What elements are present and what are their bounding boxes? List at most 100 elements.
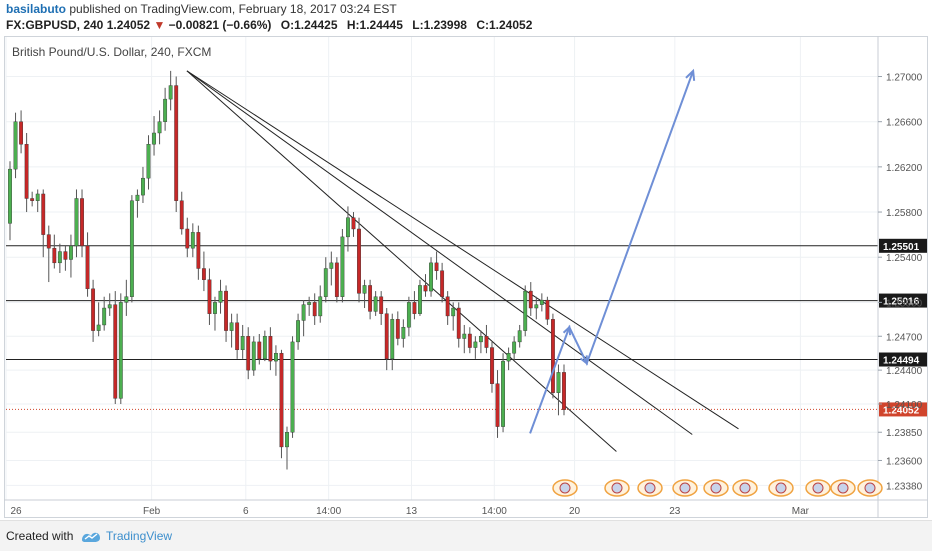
candle-down xyxy=(395,319,400,339)
event-flag-dot xyxy=(739,482,751,494)
level-price-label: 1.25016 xyxy=(883,297,920,308)
tradingview-brand-link[interactable]: TradingView xyxy=(106,529,173,543)
candle-up xyxy=(373,296,378,312)
horizontal-levels-layer: 1.25501 1.25016 1.24494 1.24052 xyxy=(6,238,927,417)
economic-event-flag-icon[interactable] xyxy=(552,479,578,497)
economic-event-flag-icon[interactable] xyxy=(604,479,630,497)
event-flag-dot xyxy=(559,482,571,494)
chart-frame[interactable] xyxy=(4,36,928,518)
low-label: L: xyxy=(412,18,424,32)
candle-up xyxy=(307,302,312,305)
economic-event-flag-icon[interactable] xyxy=(703,479,729,497)
candle-down xyxy=(368,285,373,312)
candle-up xyxy=(229,322,234,331)
candle-down xyxy=(423,285,428,292)
economic-event-flag-icon[interactable] xyxy=(672,479,698,497)
candle-up xyxy=(240,336,245,351)
economic-event-flag-icon[interactable] xyxy=(857,479,883,497)
publisher-username[interactable]: basilabuto xyxy=(6,2,67,16)
candle-down xyxy=(495,383,500,427)
candle-up xyxy=(57,251,62,264)
projection-arrow-head xyxy=(579,355,588,366)
candle-down xyxy=(334,262,339,297)
candle-up xyxy=(323,268,328,297)
y-tick-label: 1.24400 xyxy=(886,366,923,377)
candle-up xyxy=(285,432,289,448)
candle-down xyxy=(207,279,212,314)
x-tick-label: 6 xyxy=(243,506,249,517)
candle-up xyxy=(69,245,73,260)
candle-up xyxy=(274,352,278,362)
candle-up xyxy=(539,299,544,305)
high-label: H: xyxy=(346,18,360,32)
candle-down xyxy=(412,302,417,314)
candle-up xyxy=(523,290,528,331)
chart-title: British Pound/U.S. Dollar, 240, FXCM xyxy=(12,45,211,59)
candle-up xyxy=(301,304,306,321)
candle-up xyxy=(473,341,478,348)
level-price-tag xyxy=(879,293,927,308)
event-flag-dot xyxy=(710,482,722,494)
candle-down xyxy=(257,341,262,360)
candle-up xyxy=(218,290,223,303)
event-flag-dot xyxy=(812,482,824,494)
candle-up xyxy=(213,302,217,314)
candle-up xyxy=(429,262,433,292)
x-tick-label: 14:00 xyxy=(482,506,507,517)
trendline xyxy=(186,70,693,435)
candle-down xyxy=(30,198,35,201)
candle-up xyxy=(556,372,561,393)
candle-down xyxy=(279,352,284,448)
tradingview-logo-icon[interactable] xyxy=(80,528,102,544)
candle-up xyxy=(329,262,334,269)
candle-up xyxy=(462,333,467,339)
candle-up xyxy=(129,200,134,297)
projection-arrow-head xyxy=(685,68,696,81)
last-price-label: 1.24052 xyxy=(883,405,920,416)
candle-up xyxy=(517,330,522,343)
symbol-label: FX:GBPUSD, 240 xyxy=(6,18,104,32)
close-label: C: xyxy=(476,18,489,32)
candle-up xyxy=(401,327,406,339)
candle-down xyxy=(185,228,190,249)
candle-down xyxy=(224,290,228,331)
candle-down xyxy=(174,85,179,201)
candle-down xyxy=(196,232,201,269)
economic-events-layer xyxy=(552,479,883,497)
last-price-tag xyxy=(879,402,927,417)
economic-event-flag-icon[interactable] xyxy=(830,479,856,497)
economic-event-flag-icon[interactable] xyxy=(805,479,831,497)
candle-down xyxy=(562,372,566,410)
candle-up xyxy=(390,319,395,360)
event-flag-dot xyxy=(611,482,623,494)
candle-down xyxy=(434,262,439,271)
down-arrow-icon: ▼ xyxy=(153,18,166,32)
candle-up xyxy=(124,296,129,303)
close-value: 1.24052 xyxy=(488,18,533,32)
candle-down xyxy=(528,290,533,309)
candle-up xyxy=(118,302,123,399)
candle-down xyxy=(445,296,450,317)
y-tick-label: 1.24700 xyxy=(886,332,923,343)
event-flag-dot xyxy=(864,482,876,494)
footer: Created with TradingView xyxy=(0,520,932,551)
x-tick-label: Mar xyxy=(792,506,810,517)
economic-event-flag-icon[interactable] xyxy=(732,479,758,497)
low-value: 1.23998 xyxy=(423,18,467,32)
candle-up xyxy=(74,198,79,247)
candle-up xyxy=(102,307,107,326)
candles-layer xyxy=(8,70,566,470)
candle-up xyxy=(135,194,140,201)
price-chart[interactable]: 1.25501 1.25016 1.24494 1.24052 1.27000 1.26… xyxy=(0,0,932,520)
candle-up xyxy=(163,98,168,122)
economic-event-flag-icon[interactable] xyxy=(768,479,794,497)
candle-up xyxy=(157,121,162,134)
economic-event-flag-icon[interactable] xyxy=(637,479,663,497)
candle-down xyxy=(24,144,29,199)
candle-down xyxy=(85,245,90,290)
level-price-tag xyxy=(879,352,927,367)
open-value: 1.24425 xyxy=(294,18,338,32)
event-flag-dot xyxy=(644,482,656,494)
candle-down xyxy=(357,228,361,294)
x-tick-label: 26 xyxy=(10,506,22,517)
